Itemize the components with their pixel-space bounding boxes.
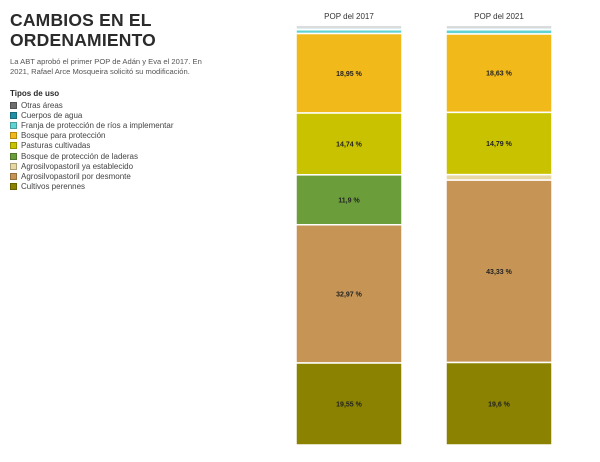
bar-segment-agrosilvopastoril-ya-establecido	[445, 173, 553, 181]
legend-swatch	[10, 111, 17, 119]
intro-line-1: La ABT aprobó el primer POP de Adán y Ev…	[10, 57, 202, 66]
legend-swatch	[10, 172, 17, 180]
bar-segment-agrosilvopastoril-por-desmonte	[295, 223, 403, 364]
legend-item-bosque-proteccion: Bosque para protección	[10, 131, 240, 141]
legend-item-franja-proteccion-rios: Franja de protección de ríos a implement…	[10, 120, 240, 130]
legend-item-pasturas-cultivadas: Pasturas cultivadas	[10, 141, 240, 151]
legend-title: Tipos de uso	[10, 89, 60, 98]
bar-segment-pasturas-cultivadas	[445, 111, 553, 176]
data-label-bosque-para-proteccion: 18,63 %	[486, 71, 512, 78]
legend-item-agrosilvopastoril-establecido: Agrosilvopastoril ya establecido	[10, 161, 240, 171]
data-label-cultivos-perennes: 19,6 %	[488, 401, 511, 408]
legend-item-agrosilvopastoril-desmonte: Agrosilvopastoril por desmonte	[10, 171, 240, 181]
legend: Tipos de uso Otras áreas Cuerpos de agua…	[10, 89, 240, 192]
legend-label: Agrosilvopastoril ya establecido	[21, 161, 134, 171]
bar-segment-bosque-para-proteccion	[295, 32, 403, 114]
legend-list: Otras áreas Cuerpos de agua Franja de pr…	[10, 100, 240, 192]
legend-item-cultivos-perennes: Cultivos perennes	[10, 182, 240, 192]
column-label-pop-del-2017: POP del 2017	[324, 12, 374, 21]
data-label-cultivos-perennes: 19,55 %	[336, 402, 362, 409]
legend-label: Bosque para protección	[21, 131, 106, 141]
legend-swatch	[10, 142, 17, 150]
title-line-2: ORDENAMIENTO	[10, 30, 156, 50]
bar-segment-cultivos-perennes	[445, 361, 553, 446]
legend-label: Pasturas cultivadas	[21, 141, 91, 151]
data-label-agrosilvopastoril-por-desmonte: 32,97 %	[336, 291, 362, 298]
legend-label: Bosque de protección de laderas	[21, 151, 138, 161]
bar-segment-agrosilvopastoril-por-desmonte	[445, 179, 553, 364]
legend-swatch	[10, 132, 17, 140]
page-title: CAMBIOS EN EL ORDENAMIENTO	[10, 10, 230, 50]
data-label-bosque-de-proteccion-de-laderas: 11,9 %	[338, 197, 360, 204]
data-label-bosque-para-proteccion: 18,95 %	[336, 71, 362, 78]
bar-segment-cultivos-perennes	[295, 362, 403, 446]
legend-item-otras-areas: Otras áreas	[10, 100, 240, 110]
intro-line-2: 2021, Rafael Arce Mosqueira solicitó su …	[10, 67, 190, 76]
bar-segment-bosque-de-proteccion-de-laderas	[295, 174, 403, 226]
data-label-pasturas-cultivadas: 14,79 %	[486, 141, 512, 148]
legend-item-cuerpos-de-agua: Cuerpos de agua	[10, 110, 240, 120]
legend-label: Agrosilvopastoril por desmonte	[21, 171, 131, 181]
legend-swatch	[10, 152, 17, 160]
intro-text: La ABT aprobó el primer POP de Adán y Ev…	[10, 57, 232, 77]
legend-swatch	[10, 101, 17, 109]
column-label-pop-del-2021: POP del 2021	[474, 12, 524, 21]
legend-swatch	[10, 183, 17, 191]
legend-swatch	[10, 162, 17, 170]
legend-item-bosque-laderas: Bosque de protección de laderas	[10, 151, 240, 161]
data-label-agrosilvopastoril-por-desmonte: 43,33 %	[486, 269, 512, 276]
title-line-1: CAMBIOS EN EL	[10, 10, 152, 30]
legend-label: Cuerpos de agua	[21, 110, 83, 120]
bar-segment-bosque-para-proteccion	[445, 33, 553, 114]
data-label-pasturas-cultivadas: 14,74 %	[336, 141, 362, 148]
legend-swatch	[10, 121, 17, 129]
bar-segment-pasturas-cultivadas	[295, 112, 403, 176]
legend-label: Franja de protección de ríos a implement…	[21, 120, 174, 130]
legend-label: Cultivos perennes	[21, 182, 86, 192]
legend-label: Otras áreas	[21, 100, 63, 110]
